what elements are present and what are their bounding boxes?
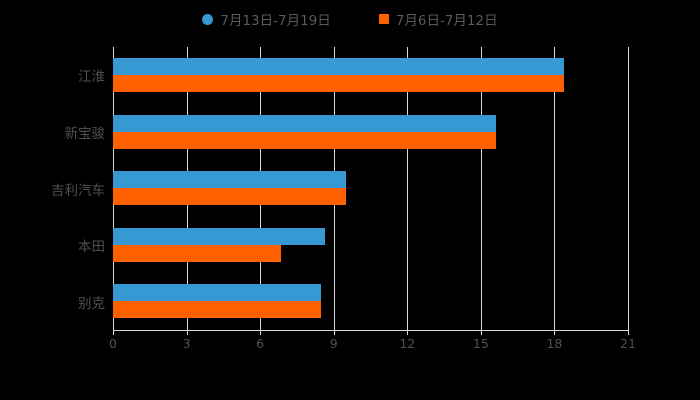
x-tick-mark-12 [407,330,409,335]
legend-item-series-1[interactable]: 7月13日-7月19日 [202,9,331,29]
gridline-15 [480,47,482,330]
legend-item-series-2[interactable]: 7月6日-7月12日 [378,9,498,29]
y-axis-label-0: 江淮 [78,69,105,86]
bar-group-2 [113,160,628,217]
x-tick-label-15: 15 [472,336,489,351]
x-tick-label-21: 21 [620,336,636,351]
x-tick-label-6: 6 [256,336,265,351]
bar-series-2-cat-2[interactable] [113,188,346,206]
x-tick-mark-15 [480,330,482,335]
bar-group-3 [113,217,628,274]
bar-series-1-cat-2[interactable] [113,171,346,189]
x-tick-label-0: 0 [109,336,117,351]
x-tick-label-3: 3 [182,336,191,351]
gridline-12 [407,47,409,330]
x-tick-label-18: 18 [546,336,563,351]
y-axis-label-2: 吉利汽车 [51,182,105,199]
bar-group-0 [113,47,628,104]
legend-square-marker-icon [378,14,389,24]
x-tick-mark-9 [333,330,335,335]
bar-series-2-cat-4[interactable] [113,301,322,319]
y-axis-label-1: 新宝骏 [64,125,106,142]
x-tick-mark-18 [554,330,556,335]
x-tick-label-9: 9 [329,336,338,351]
x-tick-label-12: 12 [399,336,416,351]
bar-series-2-cat-0[interactable] [113,75,565,92]
legend-circle-marker-icon [202,13,214,25]
x-tick-mark-0 [113,330,114,335]
bar-group-4 [113,273,628,330]
bar-group-1 [113,104,628,161]
x-axis-line [113,330,629,331]
legend-label-series-2: 7月6日-7月12日 [395,13,498,29]
bar-series-2-cat-3[interactable] [113,244,281,262]
bar-series-1-cat-4[interactable] [113,284,322,302]
bar-series-1-cat-3[interactable] [113,227,326,245]
plot-area [113,47,629,330]
y-axis-labels: 江淮 新宝骏 吉利汽车 本田 别克 [0,47,113,330]
x-tick-mark-6 [260,330,262,335]
legend-label-series-1: 7月13日-7月19日 [220,13,331,29]
y-axis-label-3: 本田 [78,239,105,256]
x-tick-mark-21 [628,330,629,335]
bar-series-1-cat-0[interactable] [113,58,565,75]
gridline-18 [554,47,556,330]
bar-series-1-cat-1[interactable] [113,114,496,132]
chart-legend: 7月13日-7月19日 7月6日-7月12日 [0,8,700,30]
y-axis-label-4: 别克 [78,295,105,312]
x-tick-mark-3 [186,330,188,335]
gridline-21 [628,47,629,330]
bar-series-2-cat-1[interactable] [113,131,496,149]
